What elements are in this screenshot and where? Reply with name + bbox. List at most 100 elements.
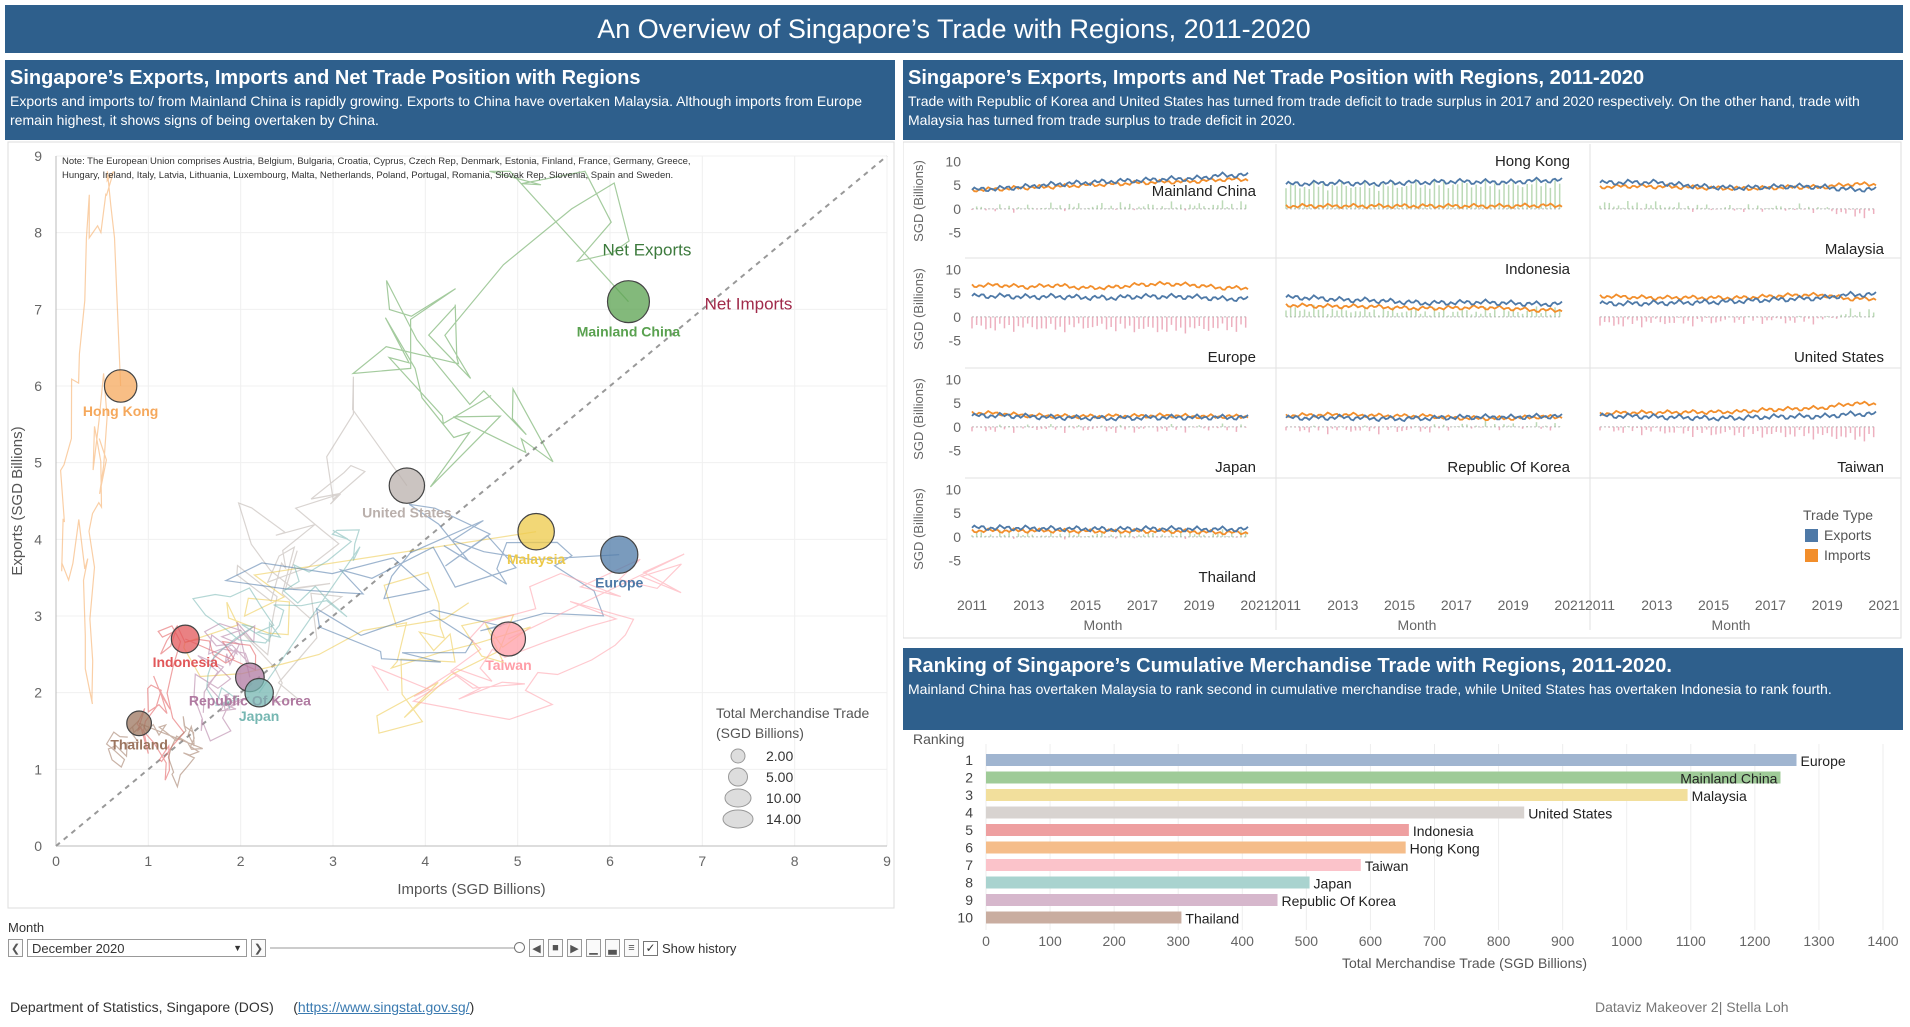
imports-line-indonesia [1285,302,1563,313]
y-tick-label: 8 [34,225,42,241]
scatter-chart[interactable]: 0 1 2 3 4 5 6 7 8 9 0 1 2 3 4 5 6 7 8 9 Imports (SGD Billion… [0,140,900,910]
y-tick-label: 0 [953,419,961,435]
y-tick-label: 0 [953,201,961,217]
x-tick-label: 2013 [1327,597,1358,613]
x-tick-label: 0 [982,933,990,949]
point-label-malaysia: Malaysia [507,551,566,567]
imports-line-europe [971,280,1249,291]
slider-thumb[interactable] [514,942,525,953]
x-axis-title: Total Merchandise Trade (SGD Billions) [1342,955,1587,971]
size-legend-label: 2.00 [766,748,793,764]
stop-button[interactable]: ■ [548,939,563,957]
x-tick-label: 7 [698,853,706,869]
y-tick-label: 10 [945,481,961,497]
speed-slow-icon[interactable]: ▁ [586,939,601,957]
x-tick-label: 2021 [1240,597,1271,613]
bar-label-japan: Japan [1314,876,1352,892]
x-tick-label: 2015 [1070,597,1101,613]
x-tick-label: 0 [52,853,60,869]
point-hong-kong [103,369,138,403]
ranking-panel-subtitle: Mainland China has overtaken Malaysia to… [908,681,1832,697]
x-tick-label: 2019 [1184,597,1215,613]
x-tick-label: 1100 [1676,933,1706,949]
y-tick-label: 7 [34,301,42,317]
panel-label-republic-of-korea: Republic Of Korea [1447,459,1570,476]
bar-taiwan [986,859,1361,871]
exports-line-japan [971,411,1249,422]
right-panel-header: Singapore’s Exports, Imports and Net Tra… [903,60,1903,140]
point-taiwan [490,621,527,657]
x-tick-label: 1300 [1803,933,1834,949]
bar-mainland-china [986,771,1781,784]
source-link[interactable]: https://www.singstat.gov.sg/ [297,999,470,1015]
trade-lines-chart[interactable]: SGD (Billions) -5 0 5 10 SGD (Billions) -5 0 5 10… [903,140,1903,640]
y-tick-label: 5 [953,177,961,193]
page-title: An Overview of Singapore’s Trade with Re… [5,5,1903,53]
y-axis-title: SGD (Billions) [911,160,926,242]
chevron-down-icon: ▼ [233,943,242,953]
x-tick-label: 800 [1487,933,1511,949]
bar-label-taiwan: Taiwan [1365,858,1409,874]
point-europe [600,535,639,574]
month-select-value: December 2020 [32,940,125,956]
history-trail-japan [191,529,361,710]
speed-fast-icon[interactable]: ≡ [624,939,639,957]
rank-label: 4 [965,805,973,821]
exports-line-taiwan [1599,410,1877,422]
x-axis-title: Month [1398,617,1437,633]
point-label-indonesia: Indonesia [153,654,219,670]
y-tick-label: -5 [949,553,962,569]
exports-line-republic-of-korea [1285,412,1563,423]
play-button[interactable]: ▶ [567,939,582,957]
history-trail-republic-of-korea [193,621,256,742]
y-tick-label: 10 [945,261,961,277]
bar-japan [986,876,1310,889]
size-legend-label: 5.00 [766,769,793,785]
rank-label: 9 [965,892,973,908]
rank-label: 5 [965,822,973,838]
x-tick-label: 2019 [1812,597,1843,613]
exports-line-hong-kong [1285,176,1563,188]
show-history-checkbox[interactable]: ✓ [643,940,658,956]
ranking-panel-title: Ranking of Singapore’s Cumulative Mercha… [908,655,1672,677]
exports-line-thailand [971,524,1249,533]
bar-united-states [986,806,1525,819]
panel-label-malaysia: Malaysia [1825,241,1885,258]
point-japan [244,677,274,708]
slider-track [270,947,525,949]
panel-label-indonesia: Indonesia [1505,261,1571,278]
x-tick-label: 100 [1038,933,1062,949]
net-exports-label: Net Exports [603,241,692,260]
size-legend-title-line2: (SGD Billions) [716,725,804,741]
point-malaysia [517,512,555,551]
x-tick-label: 400 [1231,933,1255,949]
y-tick-label: 0 [34,838,42,854]
x-tick-label: 1200 [1739,933,1770,949]
imports-line-hong-kong [1285,202,1563,210]
step-back-button[interactable]: ◀ [529,939,544,957]
bar-label-europe: Europe [1801,753,1846,769]
x-tick-label: 2011 [1585,597,1615,613]
y-tick-label: 3 [34,608,42,624]
point-thailand [126,710,153,737]
size-legend-circle [722,809,754,829]
bar-thailand [986,911,1182,924]
size-legend-label: 10.00 [766,790,801,806]
panel-label-taiwan: Taiwan [1837,459,1884,476]
x-tick-label: 2021 [1868,597,1899,613]
prev-month-button[interactable]: ❮ [8,939,23,957]
diagonal-reference-line [55,155,888,847]
bar-label-republic-of-korea: Republic Of Korea [1282,893,1397,909]
speed-medium-icon[interactable]: ▃ [605,939,620,957]
legend-title: Trade Type [1803,507,1873,523]
x-tick-label: 4 [421,853,429,869]
panel-label-mainland-china: Mainland China [1152,183,1257,200]
exports-line-indonesia [1285,293,1563,308]
next-month-button[interactable]: ❯ [251,939,266,957]
panel-label-united-states: United States [1794,349,1884,366]
month-slider[interactable] [270,939,525,957]
ranking-bar-chart[interactable]: 0 100 200 300 400 500 600 700 800 900 1000 1100 1200… [903,730,1903,980]
point-mainland-china [606,280,651,324]
month-select[interactable]: December 2020 ▼ [27,939,247,957]
history-trail-united-states [236,376,408,704]
